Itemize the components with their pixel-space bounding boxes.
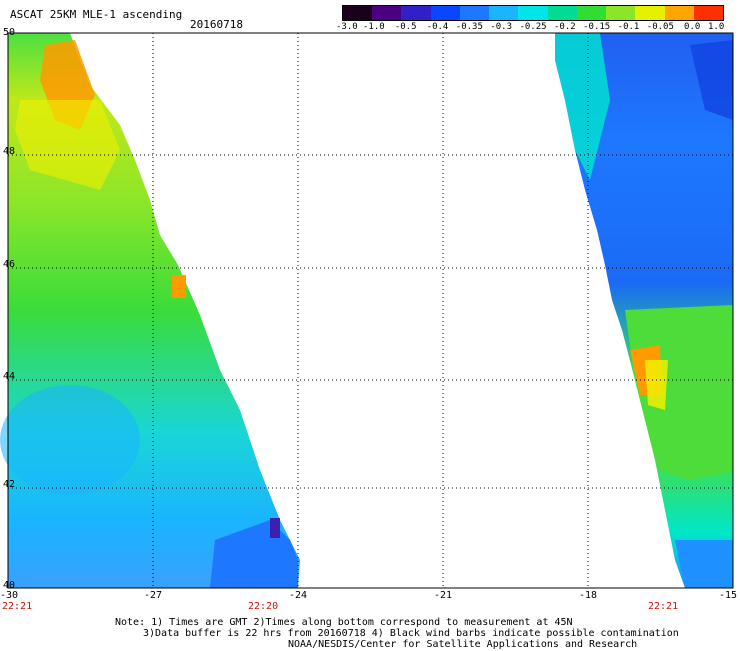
lon-label-4: -18: [579, 590, 598, 601]
lat-label-4: 42: [3, 479, 16, 490]
map-title: ASCAT 25KM MLE-1 ascending: [10, 8, 183, 21]
lon-label-2: -24: [289, 590, 308, 601]
colorbar: -3.0 -1.0 -0.5 -0.4 -0.35 -0.3 -0.25 -0.2 -0.15-…: [336, 5, 724, 32]
colorbar-swatch: [372, 6, 402, 20]
colorbar-swatch: [518, 6, 548, 20]
colorbar-label: -0.35: [455, 22, 483, 32]
colorbar-swatches: [342, 5, 724, 21]
colorbar-label: -0.05: [646, 22, 674, 32]
map-date: 20160718: [190, 18, 243, 31]
lat-label-3: 44: [3, 371, 16, 382]
colorbar-swatch: [430, 6, 460, 20]
lon-label-0: -30: [0, 590, 19, 601]
left-swath-violet-spot: [270, 518, 280, 538]
footer-note-1: Note: 1) Times are GMT 2)Times along bot…: [115, 617, 573, 628]
right-swath-blue-bottom: [675, 540, 733, 588]
colorbar-swatch: [489, 6, 519, 20]
colorbar-label: -0.1: [617, 22, 640, 32]
left-swath-orange-spot: [172, 275, 186, 298]
lat-label-0: 50: [3, 27, 16, 38]
lon-label-1: -27: [144, 590, 163, 601]
colorbar-label: -0.15: [583, 22, 611, 32]
colorbar-swatch: [401, 6, 431, 20]
colorbar-swatch: [576, 6, 607, 20]
colorbar-swatch: [547, 6, 577, 20]
colorbar-label: -0.3: [490, 22, 512, 32]
pass-time-3: 22:21: [648, 601, 679, 612]
pass-time-2: 22:20: [248, 601, 279, 612]
colorbar-swatch: [606, 6, 636, 20]
colorbar-swatch: [693, 6, 724, 20]
colorbar-labels: -3.0 -1.0 -0.5 -0.4 -0.35 -0.3 -0.25 -0.2 -0.15-…: [336, 21, 725, 33]
colorbar-swatch: [343, 6, 373, 20]
right-swath-cyan-edge: [555, 33, 610, 180]
lat-label-2: 46: [3, 259, 16, 270]
colorbar-label: 1.0: [708, 22, 725, 32]
colorbar-swatch: [635, 6, 665, 20]
lat-label-1: 48: [3, 146, 16, 157]
colorbar-label: -0.5: [394, 22, 417, 32]
lon-label-3: -21: [434, 590, 453, 601]
colorbar-swatch: [459, 6, 490, 20]
colorbar-label: -3.0: [336, 22, 358, 32]
lat-label-5: 40: [3, 580, 16, 591]
colorbar-label: -0.2: [553, 22, 576, 32]
colorbar-label: -0.25: [519, 22, 547, 32]
footer-note-2: 3)Data buffer is 22 hrs from 20160718 4)…: [143, 628, 679, 639]
pass-time-1: 22:21: [2, 601, 33, 612]
colorbar-swatch: [664, 6, 694, 20]
map-frame: [7, 32, 734, 589]
right-swath-yellow-patch: [645, 360, 668, 410]
colorbar-label: 0.0: [684, 22, 701, 32]
right-swath-deep-blue-patch: [690, 40, 733, 120]
left-swath-cyan-area: [0, 385, 140, 495]
lon-label-5: -15: [719, 590, 738, 601]
colorbar-label: -0.4: [426, 22, 449, 32]
colorbar-label: -1.0: [362, 22, 385, 32]
left-swath-yellow-patch: [15, 100, 120, 190]
footer-credit: NOAA/NESDIS/Center for Satellite Applica…: [288, 639, 638, 650]
grid: [8, 33, 733, 588]
